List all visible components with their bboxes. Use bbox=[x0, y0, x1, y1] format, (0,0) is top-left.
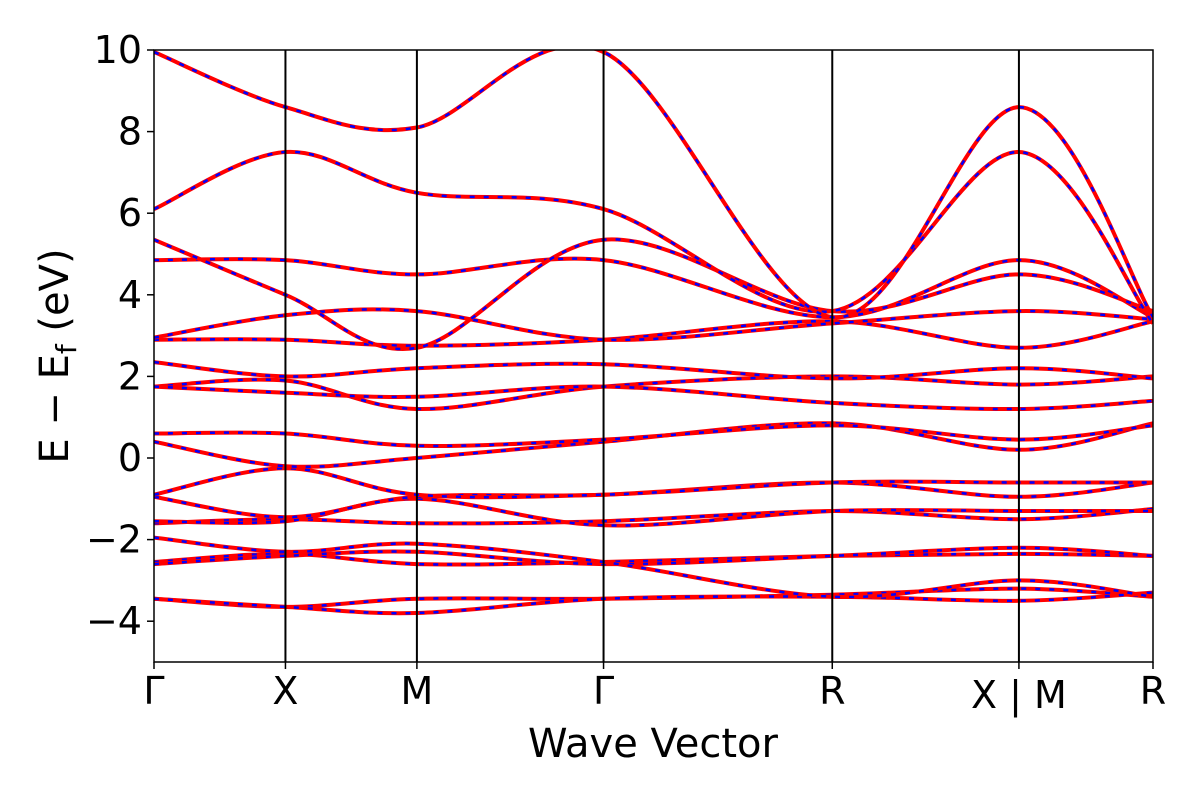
x-tick-label-6: R bbox=[1140, 669, 1166, 713]
plot-frame bbox=[153, 49, 1154, 663]
x-tick-label-3: Γ bbox=[593, 669, 614, 713]
high-symmetry-lines bbox=[284, 50, 1020, 662]
y-tick-label-2: 6 bbox=[118, 191, 142, 235]
band-line-dashed-1 bbox=[154, 591, 1153, 615]
x-axis: Γ X M Γ R X | M R bbox=[143, 662, 1166, 718]
y-axis-label-prefix: E − E bbox=[32, 354, 78, 464]
y-tick-label-1: 8 bbox=[118, 110, 142, 154]
band-line-dashed-18 bbox=[154, 150, 1153, 325]
y-axis-label-suffix: (eV) bbox=[32, 248, 78, 344]
y-tick-label-0: 10 bbox=[94, 28, 142, 72]
x-tick-label-5: X | M bbox=[971, 673, 1067, 718]
y-tick-label-5: 0 bbox=[118, 436, 142, 480]
band-line-dashed-5 bbox=[154, 507, 1153, 525]
y-axis-label-subscript: f bbox=[50, 343, 83, 354]
band-line-dashed-12 bbox=[154, 385, 1153, 411]
x-tick-label-2: M bbox=[400, 669, 433, 713]
band-line-dashed-4 bbox=[154, 536, 1153, 599]
band-line-dashed-19 bbox=[154, 50, 1153, 319]
band-line-dashed-13 bbox=[154, 360, 1153, 380]
y-axis: 10 8 6 4 2 0 −2 −4 bbox=[86, 28, 154, 643]
x-axis-label: Wave Vector bbox=[528, 721, 779, 767]
x-tick-label-1: X bbox=[272, 669, 298, 713]
band-line-15 bbox=[154, 307, 1153, 342]
x-tick-label-0: Γ bbox=[143, 669, 164, 713]
y-tick-label-4: 2 bbox=[118, 354, 142, 398]
band-line-6 bbox=[154, 496, 1153, 528]
y-axis-label: E − Ef (eV) bbox=[32, 248, 83, 463]
band-line-dashed-2 bbox=[154, 552, 1153, 566]
y-tick-label-7: −4 bbox=[86, 599, 142, 643]
y-tick-label-6: −2 bbox=[86, 518, 142, 562]
x-tick-label-4: R bbox=[819, 669, 845, 713]
y-tick-label-3: 4 bbox=[118, 273, 142, 317]
band-line-dashed-10 bbox=[154, 424, 1153, 448]
